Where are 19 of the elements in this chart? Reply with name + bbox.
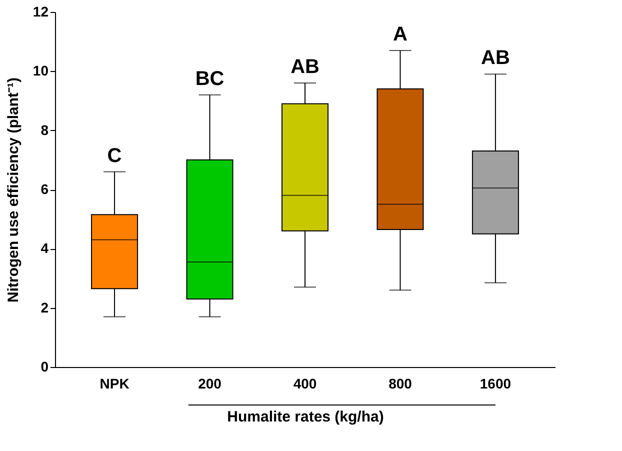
annotation: AB: [290, 56, 320, 78]
x-tick-label: NPK: [100, 376, 130, 392]
y-tick-label: 12: [32, 4, 49, 20]
x-tick-label: 1600: [480, 376, 512, 392]
annotation: BC: [195, 68, 224, 90]
y-tick-label: 8: [40, 122, 49, 138]
annotation: AB: [481, 47, 510, 70]
y-tick-label: 0: [40, 358, 49, 374]
y-tick-label: 4: [40, 240, 49, 256]
annotation: C: [107, 144, 122, 167]
y-tick-label: 2: [40, 299, 49, 316]
y-tick-label: 10: [32, 62, 49, 79]
x-tick-label: 400: [293, 376, 317, 392]
y-tick-label: 6: [40, 181, 49, 197]
x-axis-title: Humalite rates (kg/ha): [227, 408, 384, 426]
x-tick-label: 800: [388, 376, 412, 392]
x-tick-label: 200: [198, 376, 222, 392]
annotation: A: [393, 23, 408, 46]
y-axis-title: Nitrogen use efficiency (plant⁻¹): [4, 77, 22, 303]
